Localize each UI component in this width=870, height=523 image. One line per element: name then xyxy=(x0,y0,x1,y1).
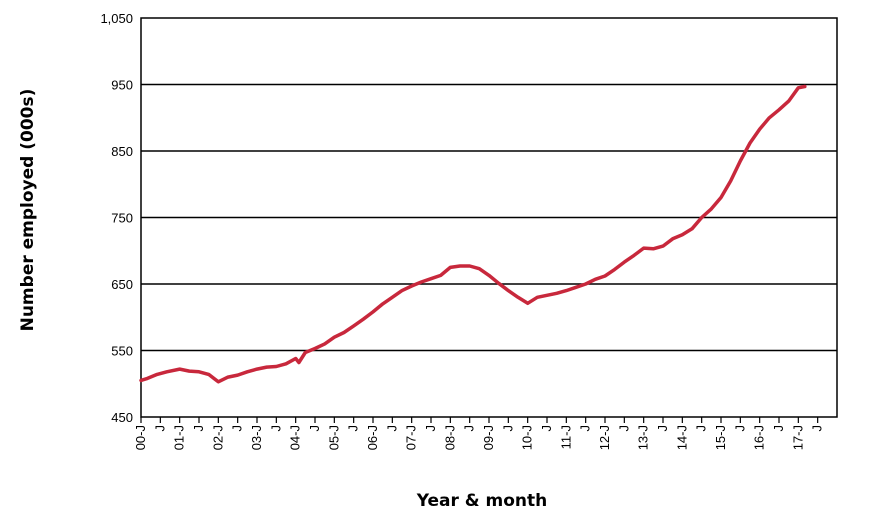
x-tick-label: J xyxy=(810,425,825,432)
x-tick-label: 05-J xyxy=(326,425,341,450)
x-tick-label: J xyxy=(384,425,399,432)
x-tick-label: 14-J xyxy=(674,425,689,450)
x-tick-label: 02-J xyxy=(210,425,225,450)
y-tick-label: 550 xyxy=(111,344,133,359)
x-tick-label: J xyxy=(694,425,709,432)
x-tick-label: J xyxy=(268,425,283,432)
x-tick-label: 16-J xyxy=(752,425,767,450)
x-tick-label: 08-J xyxy=(442,425,457,450)
x-tick-label: 17-J xyxy=(790,425,805,450)
x-tick-label: J xyxy=(152,425,167,432)
y-tick-label: 650 xyxy=(111,277,133,292)
x-tick-label: J xyxy=(423,425,438,432)
x-tick-label: J xyxy=(732,425,747,432)
x-tick-label: 06-J xyxy=(365,425,380,450)
y-tick-label: 450 xyxy=(111,410,133,425)
x-tick-label: 12-J xyxy=(597,425,612,450)
x-tick-label: J xyxy=(346,425,361,432)
x-tick-label: J xyxy=(500,425,515,432)
x-axis-title: Year & month xyxy=(416,491,548,511)
x-tick-label: 10-J xyxy=(520,425,535,450)
x-tick-label: 04-J xyxy=(288,425,303,450)
y-tick-label: 1,050 xyxy=(100,11,133,26)
x-tick-label: 13-J xyxy=(636,425,651,450)
y-tick-label: 850 xyxy=(111,144,133,159)
gridlines xyxy=(141,83,837,352)
y-axis-ticks: 450 550 650 750 850 950 1,050 xyxy=(100,11,133,425)
series-line xyxy=(139,84,807,384)
x-tick-label: J xyxy=(539,425,554,432)
x-tick-label: 09-J xyxy=(481,425,496,450)
x-tick-label: 07-J xyxy=(404,425,419,450)
x-tick-label: 11-J xyxy=(558,425,573,449)
x-tick-label: J xyxy=(307,425,322,432)
x-tick-label: 15-J xyxy=(713,425,728,450)
y-tick-label: 950 xyxy=(111,78,133,93)
x-tick-label: J xyxy=(578,425,593,432)
x-tick-label: J xyxy=(191,425,206,432)
x-tick-label: J xyxy=(655,425,670,432)
x-tick-label: J xyxy=(462,425,477,432)
x-tick-label: 00-J xyxy=(133,425,148,450)
x-tick-label: 01-J xyxy=(172,425,187,450)
y-tick-label: 750 xyxy=(111,211,133,226)
x-tick-label: J xyxy=(771,425,786,432)
x-tick-label: J xyxy=(616,425,631,432)
x-tick-label: J xyxy=(230,425,245,432)
y-axis-title: Number employed (000s) xyxy=(18,89,38,332)
x-axis-ticks: 00-J J 01-J J 02-J J 03-J J 04-J J 05-J J 06-J J 07-J J… xyxy=(133,417,825,450)
x-tick-label: 03-J xyxy=(249,425,264,450)
